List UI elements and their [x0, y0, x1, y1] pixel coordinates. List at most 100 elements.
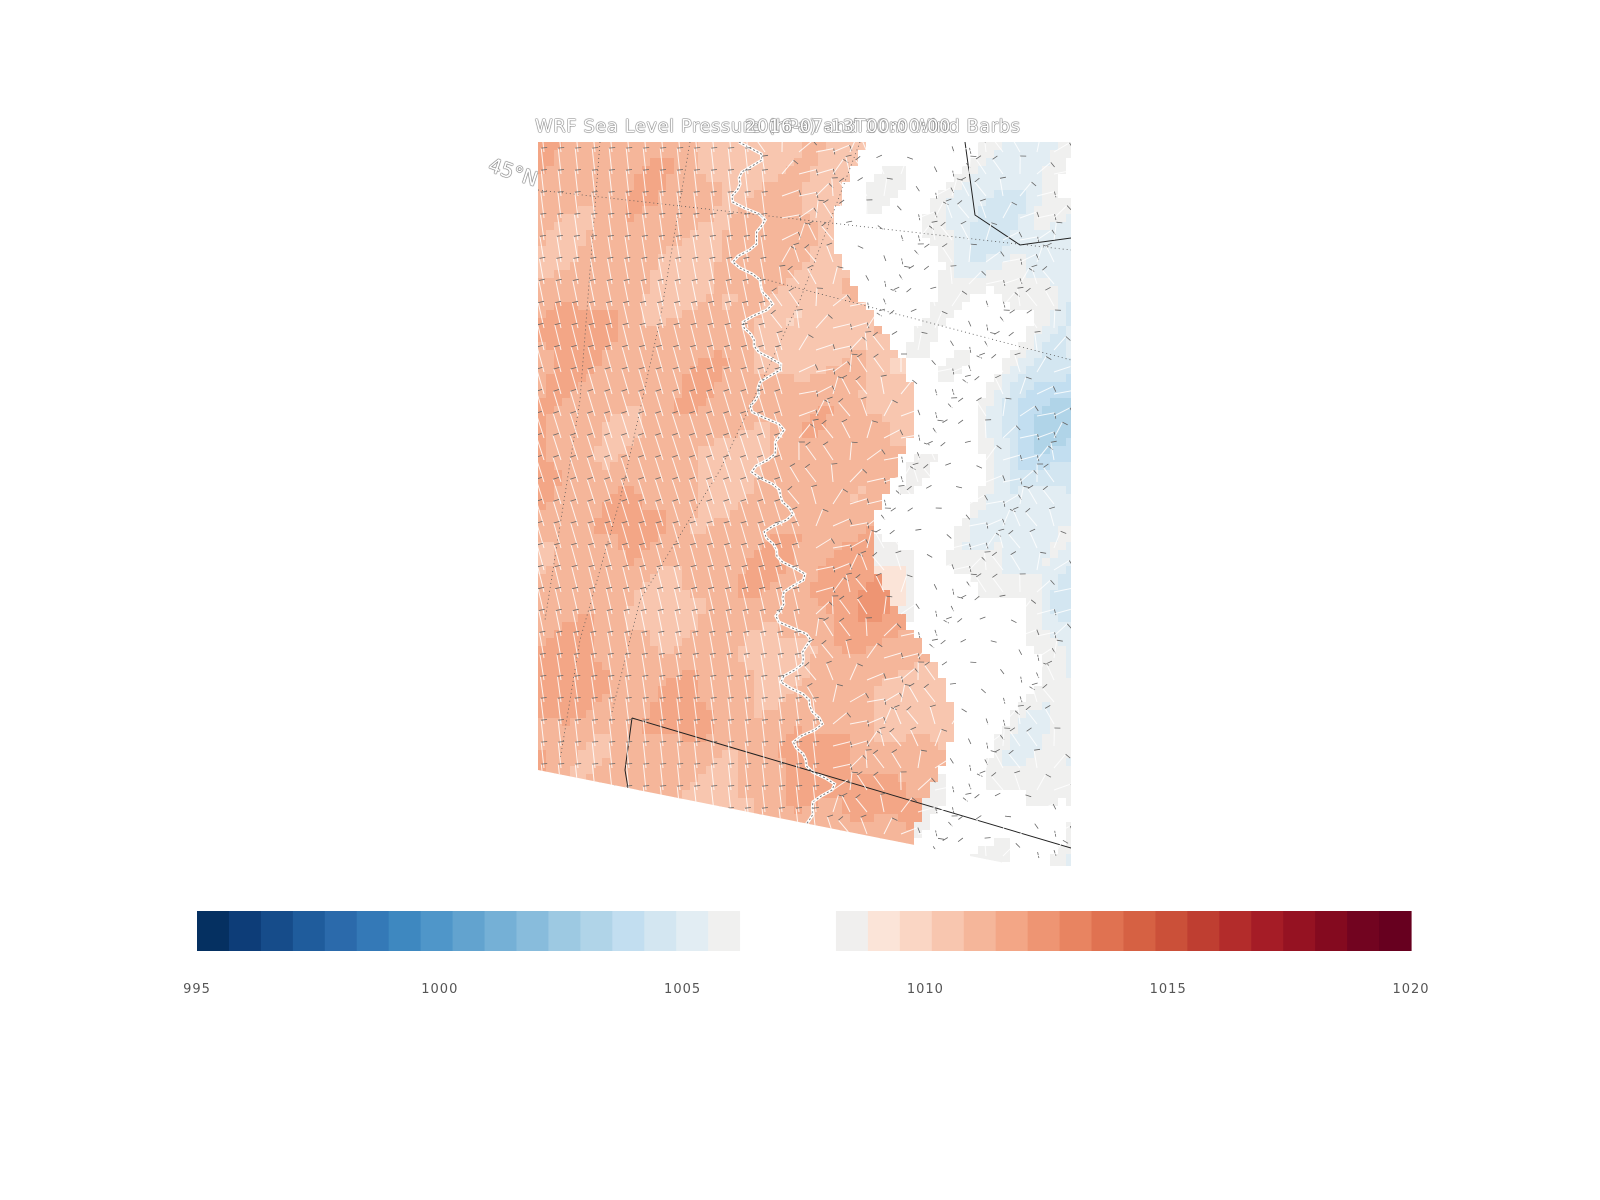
pressure-cell	[594, 294, 603, 303]
pressure-cell	[1002, 350, 1011, 359]
pressure-cell	[866, 518, 875, 527]
pressure-cell	[762, 654, 771, 663]
pressure-cell	[1018, 646, 1027, 655]
pressure-cell	[954, 550, 963, 559]
pressure-cell	[618, 654, 627, 663]
pressure-cell	[970, 414, 979, 423]
pressure-cell	[1010, 598, 1019, 607]
pressure-cell	[914, 582, 923, 591]
pressure-cell	[1066, 262, 1071, 271]
pressure-cell	[818, 614, 827, 623]
pressure-cell	[1058, 222, 1067, 231]
pressure-cell	[1010, 526, 1019, 535]
pressure-cell	[906, 582, 915, 591]
pressure-cell	[1058, 542, 1067, 551]
pressure-cell	[858, 630, 867, 639]
pressure-cell	[778, 726, 787, 735]
pressure-cell	[850, 318, 859, 327]
pressure-cell	[738, 670, 747, 679]
pressure-cell	[786, 566, 795, 575]
pressure-cell	[1050, 374, 1059, 383]
pressure-cell	[546, 470, 555, 479]
pressure-cell	[882, 606, 891, 615]
pressure-cell	[738, 470, 747, 479]
pressure-cell	[986, 246, 995, 255]
pressure-cell	[570, 302, 579, 311]
pressure-cell	[658, 686, 667, 695]
pressure-cell	[1042, 158, 1051, 167]
pressure-cell	[858, 566, 867, 575]
pressure-cell	[946, 542, 955, 551]
pressure-cell	[746, 590, 755, 599]
pressure-cell	[922, 398, 931, 407]
pressure-cell	[778, 478, 787, 487]
pressure-cell	[762, 366, 771, 375]
pressure-cell	[730, 446, 739, 455]
pressure-cell	[562, 302, 571, 311]
pressure-cell	[778, 198, 787, 207]
pressure-cell	[738, 726, 747, 735]
pressure-cell	[986, 238, 995, 247]
pressure-cell	[730, 222, 739, 231]
pressure-cell	[890, 206, 899, 215]
pressure-cell	[682, 590, 691, 599]
pressure-cell	[882, 158, 891, 167]
pressure-cell	[610, 246, 619, 255]
pressure-cell	[666, 678, 675, 687]
pressure-cell	[738, 486, 747, 495]
pressure-cell	[882, 374, 891, 383]
pressure-cell	[874, 414, 883, 423]
pressure-cell	[578, 494, 587, 503]
pressure-cell	[1058, 214, 1067, 223]
pressure-cell	[834, 238, 843, 247]
pressure-cell	[762, 214, 771, 223]
pressure-cell	[882, 598, 891, 607]
pressure-cell	[738, 398, 747, 407]
pressure-cell	[546, 142, 555, 151]
pressure-cell	[578, 598, 587, 607]
pressure-cell	[546, 294, 555, 303]
pressure-cell	[634, 446, 643, 455]
pressure-cell	[554, 726, 563, 735]
pressure-cell	[922, 318, 931, 327]
pressure-cell	[914, 382, 923, 391]
pressure-cell	[706, 638, 715, 647]
pressure-cell	[802, 454, 811, 463]
pressure-cell	[786, 574, 795, 583]
pressure-cell	[722, 502, 731, 511]
pressure-cell	[1042, 542, 1051, 551]
pressure-cell	[722, 710, 731, 719]
pressure-cell	[570, 246, 579, 255]
pressure-cell	[778, 350, 787, 359]
pressure-cell	[946, 534, 955, 543]
pressure-cell	[778, 318, 787, 327]
pressure-cell	[914, 150, 923, 159]
pressure-cell	[1010, 150, 1019, 159]
pressure-cell	[714, 294, 723, 303]
pressure-cell	[698, 390, 707, 399]
pressure-cell	[834, 462, 843, 471]
pressure-cell	[1018, 534, 1027, 543]
pressure-cell	[866, 190, 875, 199]
pressure-cell	[962, 334, 971, 343]
pressure-cell	[1002, 390, 1011, 399]
pressure-cell	[938, 294, 947, 303]
pressure-cell	[682, 350, 691, 359]
pressure-cell	[594, 638, 603, 647]
pressure-cell	[642, 726, 651, 735]
pressure-cell	[842, 174, 851, 183]
pressure-cell	[794, 638, 803, 647]
pressure-cell	[594, 406, 603, 415]
pressure-cell	[562, 326, 571, 335]
pressure-cell	[1034, 358, 1043, 367]
pressure-cell	[1066, 646, 1071, 655]
pressure-cell	[714, 318, 723, 327]
pressure-cell	[586, 150, 595, 159]
pressure-cell	[778, 446, 787, 455]
pressure-cell	[794, 190, 803, 199]
pressure-cell	[642, 398, 651, 407]
pressure-cell	[570, 454, 579, 463]
pressure-cell	[754, 710, 763, 719]
pressure-cell	[898, 238, 907, 247]
pressure-cell	[586, 318, 595, 327]
